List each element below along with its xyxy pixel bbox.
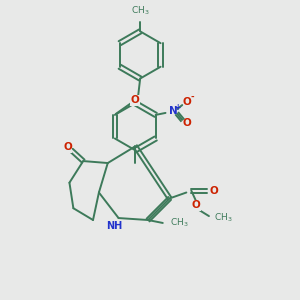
- Text: O: O: [183, 118, 191, 128]
- Text: CH$_3$: CH$_3$: [169, 217, 188, 229]
- Text: O: O: [183, 97, 191, 107]
- Text: -: -: [190, 93, 194, 102]
- Text: N: N: [169, 106, 178, 116]
- Text: CH$_3$: CH$_3$: [214, 212, 232, 224]
- Text: +: +: [174, 103, 180, 112]
- Text: O: O: [192, 200, 200, 210]
- Text: O: O: [131, 95, 140, 105]
- Text: NH: NH: [106, 221, 123, 231]
- Text: O: O: [209, 185, 218, 196]
- Text: O: O: [63, 142, 72, 152]
- Text: CH$_3$: CH$_3$: [131, 4, 149, 17]
